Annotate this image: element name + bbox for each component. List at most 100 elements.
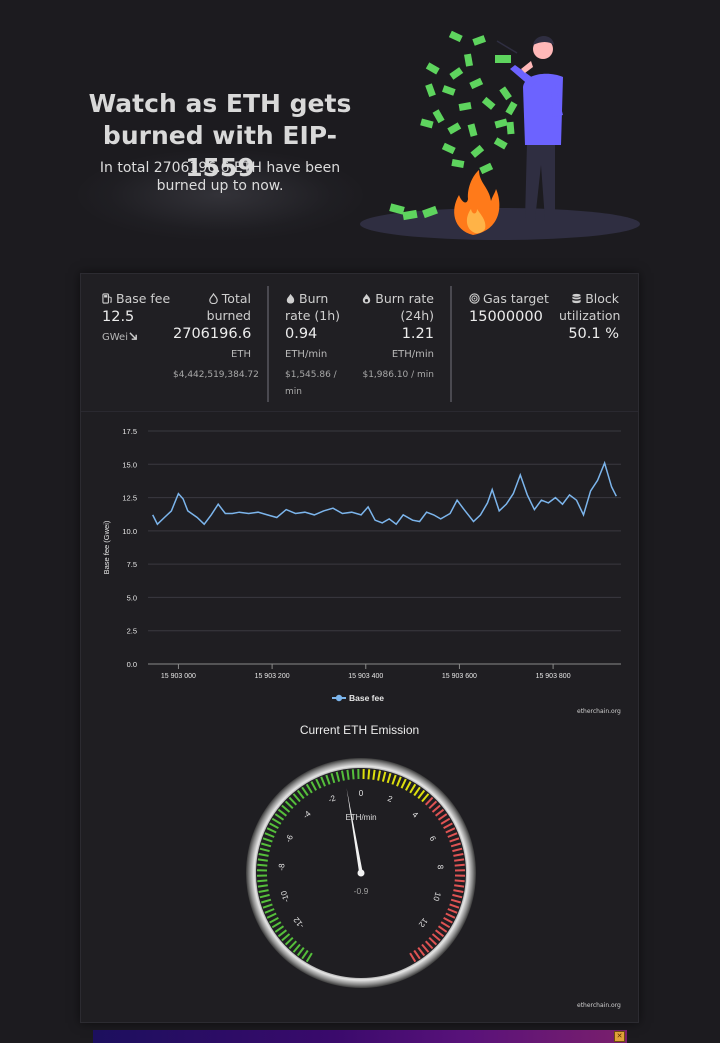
legend-marker [335, 694, 343, 702]
banner-icon[interactable]: ✕ [614, 1031, 625, 1042]
burn-rate-1h-stat: Burn rate (1h) 0.94 ETH/min $1,545.86 / … [285, 290, 355, 401]
gauge-band-tick [372, 769, 376, 780]
gauge-band-tick [454, 884, 465, 888]
gauge-band-tick [417, 946, 426, 957]
gauge-band-tick [257, 858, 268, 862]
gauge-band-tick [453, 889, 464, 893]
gauge-band-tick [405, 781, 412, 791]
x-tick-label: 15 903 800 [536, 673, 571, 680]
gauge-band-tick [320, 776, 326, 787]
burn-rate-24h-unit: ETH/min [391, 349, 434, 360]
gauge-band-tick [264, 908, 275, 914]
gauge-band-tick [271, 817, 282, 825]
gauge-band-tick [341, 770, 345, 781]
gauge-band-tick [271, 921, 282, 929]
gauge-band-tick [284, 800, 294, 810]
gauge-band-tick [315, 778, 322, 789]
gauge-unit-label: ETH/min [345, 813, 376, 822]
gauge-tick-label: 2 [386, 794, 394, 804]
chart-credit[interactable]: etherchain.org [577, 708, 621, 715]
gauge-band-tick [437, 813, 448, 821]
burn-rate-1h-value: 0.94 [285, 326, 318, 342]
gauge-band-tick [261, 842, 272, 848]
gauge-band-tick [409, 952, 417, 963]
gauge-tick-label: 0 [359, 789, 364, 798]
gauge-needle [346, 788, 363, 874]
gauge-band-tick [325, 774, 331, 785]
gauge-band-tick [454, 879, 465, 883]
gauge-band-tick [449, 903, 460, 909]
legend-label-base-fee[interactable]: Base fee [349, 693, 384, 703]
gauge-tick-label: 10 [431, 891, 442, 903]
gauge-tick-label: 8 [436, 864, 445, 870]
gauge-band-tick [447, 832, 458, 838]
y-tick-label: 5.0 [127, 593, 137, 602]
gauge-band-tick [431, 933, 441, 942]
gauge-band-tick [301, 949, 309, 960]
gauge-band-tick [292, 793, 301, 803]
gauge-tick-label: 4 [410, 810, 420, 820]
gauge-band-tick [454, 858, 465, 862]
gauge-band-tick [434, 929, 445, 938]
arrow-down-right-icon [129, 332, 137, 340]
gauge-band-tick [421, 943, 430, 953]
ad-banner[interactable]: ✕ [93, 1030, 627, 1043]
x-tick-label: 15 903 000 [161, 673, 196, 680]
gauge-band-tick [274, 813, 285, 821]
total-burned-stat: Total burned 2706196.6 ETH $4,442,519,38… [173, 290, 259, 384]
gauge-band-tick [409, 783, 417, 794]
gauge-band-tick [257, 863, 268, 867]
gauge-band-tick [413, 786, 421, 797]
gauge-band-tick [440, 817, 451, 825]
gauge-band-tick [266, 912, 277, 919]
burn-rate-1h-usd: $1,545.86 / min [285, 370, 337, 397]
gauge-band-tick [400, 778, 407, 789]
y-axis-label: Base fee (Gwei) [102, 520, 111, 574]
gauge-band-tick [288, 796, 298, 806]
gauge-band-tick [391, 774, 397, 785]
gauge-band-tick [257, 884, 268, 888]
gauge-band-tick [277, 808, 288, 817]
y-tick-label: 17.5 [122, 427, 137, 436]
y-tick-label: 10.0 [122, 527, 137, 536]
gauge-credit[interactable]: etherchain.org [577, 1002, 621, 1009]
gauge-band-tick [452, 847, 463, 853]
gas-target-value: 15000000 [469, 309, 543, 325]
total-burned-unit: ETH [231, 349, 251, 360]
burning-money-illustration [360, 30, 640, 240]
stats-card: Base fee 12.5 GWei Total burned 2706196.… [80, 273, 639, 1023]
gauge-band-tick [269, 822, 279, 829]
base-fee-label: Base fee [116, 291, 171, 306]
fire-alt-icon [363, 293, 371, 304]
gauge-band-tick [262, 903, 273, 909]
gauge-band-tick [335, 771, 341, 782]
gauge-band-tick [281, 804, 291, 813]
gauge-band-tick [421, 793, 430, 803]
gauge-band-tick [261, 898, 272, 904]
gauge-band-tick [424, 796, 434, 806]
divider [450, 286, 452, 402]
page-title: Watch as ETH gets burned with EIP-1559 [88, 89, 352, 182]
gauge-band-tick [445, 827, 456, 834]
gauge-band-tick [386, 773, 392, 784]
gauge-band-tick [351, 769, 355, 780]
gas-pump-icon [102, 293, 112, 304]
block-utilization-value: 50.1 % [568, 326, 619, 342]
chart-legend[interactable]: Base fee [332, 693, 384, 703]
base-fee-series-line[interactable] [152, 460, 617, 526]
gauge-band-tick [443, 822, 453, 829]
gauge-pivot [357, 869, 365, 877]
gauge-band-tick [262, 837, 273, 843]
block-utilization-stat: Block utilization 50.1 % [559, 290, 620, 343]
page-subtitle: In total 2706196.6 ETH have been burned … [99, 160, 341, 194]
x-tick-label: 15 903 400 [348, 673, 383, 680]
gauge-band-tick [449, 837, 460, 843]
total-burned-usd: $4,442,519,384.72 [173, 370, 259, 380]
hero-glow [78, 150, 363, 240]
base-fee-chart[interactable]: 0.0 2.5 5.0 7.5 10.0 12.5 15.0 17.5 15 903 000 15… [81, 417, 638, 717]
gauge-band-tick [288, 940, 298, 950]
gauge-band-tick [296, 789, 305, 800]
gauge-band-tick [367, 769, 371, 780]
gauge-tick-label: 6 [428, 835, 438, 843]
